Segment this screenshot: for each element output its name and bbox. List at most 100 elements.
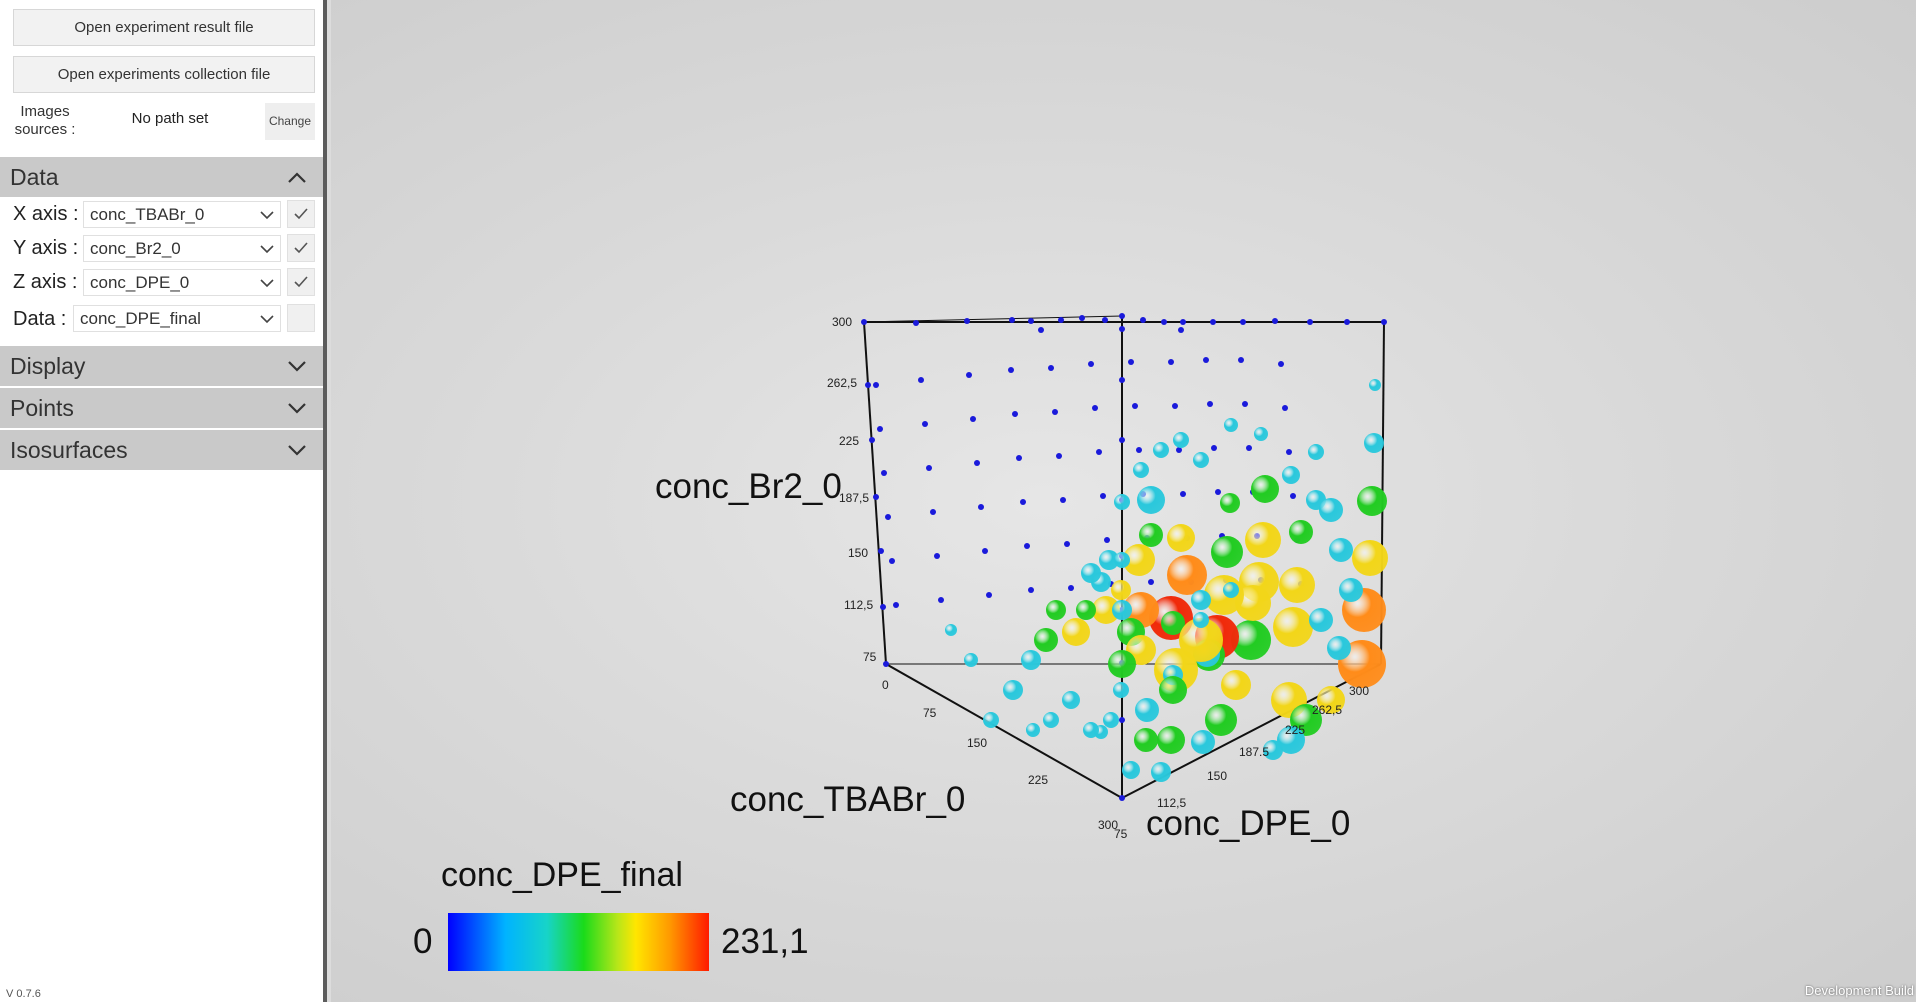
z-axis-checkbox[interactable] xyxy=(287,268,315,296)
data-point xyxy=(1329,538,1353,562)
data-point xyxy=(1043,712,1059,728)
data-point xyxy=(1103,712,1119,728)
data-point xyxy=(1157,726,1185,754)
data-point xyxy=(1193,452,1209,468)
data-point xyxy=(913,320,919,326)
data-point xyxy=(930,509,936,515)
data-point xyxy=(1119,437,1125,443)
data-point xyxy=(1026,723,1040,737)
data-point xyxy=(1092,596,1120,624)
3d-viewport[interactable]: conc_Br2_0 conc_TBABr_0 conc_DPE_0 300 2… xyxy=(331,0,1916,1002)
data-point xyxy=(1357,486,1387,516)
data-value: conc_DPE_final xyxy=(80,309,201,328)
data-point xyxy=(1319,498,1343,522)
x-axis-dropdown[interactable]: conc_TBABr_0 xyxy=(83,201,281,228)
data-point xyxy=(1381,319,1387,325)
data-point xyxy=(1289,520,1313,544)
data-point xyxy=(1076,600,1096,620)
data-point xyxy=(873,382,879,388)
z-axis-value: conc_DPE_0 xyxy=(90,273,190,292)
data-point xyxy=(922,421,928,427)
data-point xyxy=(1104,537,1110,543)
data-point xyxy=(983,712,999,728)
data-point xyxy=(1122,761,1140,779)
data-point xyxy=(1205,704,1237,736)
data-point xyxy=(1159,676,1187,704)
data-point xyxy=(881,470,887,476)
data-point xyxy=(1254,427,1268,441)
data-point xyxy=(1290,493,1296,499)
y-tick: 112,5 xyxy=(844,598,874,612)
data-point xyxy=(878,548,884,554)
data-point xyxy=(1056,453,1062,459)
chevron-down-icon xyxy=(260,315,274,324)
z-tick: 225 xyxy=(1285,723,1306,737)
data-dropdown[interactable]: conc_DPE_final xyxy=(73,305,281,332)
data-point xyxy=(1191,590,1211,610)
section-display-header[interactable]: Display xyxy=(0,346,323,386)
data-point xyxy=(1180,491,1186,497)
section-data-header[interactable]: Data xyxy=(0,157,323,197)
data-point xyxy=(918,377,924,383)
data-point xyxy=(1211,445,1217,451)
open-experiment-result-button[interactable]: Open experiment result file xyxy=(13,9,315,46)
data-point xyxy=(1068,585,1074,591)
data-point xyxy=(1215,489,1221,495)
x-axis-checkbox[interactable] xyxy=(287,200,315,228)
data-point xyxy=(1180,319,1186,325)
y-axis-checkbox[interactable] xyxy=(287,234,315,262)
data-point xyxy=(1137,486,1165,514)
open-experiments-collection-button[interactable]: Open experiments collection file xyxy=(13,56,315,93)
z-tick: 262,5 xyxy=(1312,703,1343,717)
z-axis-dropdown[interactable]: conc_DPE_0 xyxy=(83,269,281,296)
y-axis-dropdown[interactable]: conc_Br2_0 xyxy=(83,235,281,262)
development-build-label: Development Build xyxy=(1804,983,1914,998)
cube-edge xyxy=(863,315,1123,323)
data-point xyxy=(1038,327,1044,333)
data-point xyxy=(1176,447,1182,453)
x-tick: 300 xyxy=(1098,818,1119,832)
data-point xyxy=(1108,650,1136,678)
data-point xyxy=(1272,318,1278,324)
data-point xyxy=(1179,618,1223,662)
data-point xyxy=(1161,319,1167,325)
data-point xyxy=(1060,497,1066,503)
data-point xyxy=(880,604,886,610)
data-point xyxy=(982,548,988,554)
chevron-down-icon xyxy=(260,245,274,254)
chevron-down-icon xyxy=(288,361,306,372)
data-point xyxy=(1369,379,1381,391)
data-checkbox[interactable] xyxy=(287,304,315,332)
data-point xyxy=(1113,682,1129,698)
x-axis-value: conc_TBABr_0 xyxy=(90,205,205,224)
data-point xyxy=(938,597,944,603)
cube-edge xyxy=(885,663,1123,799)
section-points-header[interactable]: Points xyxy=(0,388,323,428)
data-point xyxy=(964,653,978,667)
data-point xyxy=(1161,611,1185,635)
y-axis-value: conc_Br2_0 xyxy=(90,239,181,258)
data-point xyxy=(877,426,883,432)
z-tick: 150 xyxy=(1207,769,1228,783)
data-point xyxy=(1210,319,1216,325)
data-point xyxy=(1088,361,1094,367)
data-point xyxy=(1151,762,1171,782)
checkmark-icon xyxy=(294,208,308,220)
chevron-down-icon xyxy=(260,211,274,220)
y-tick: 75 xyxy=(863,650,877,664)
data-point xyxy=(1099,550,1119,570)
data-point xyxy=(1317,686,1345,714)
3d-scatter-plot xyxy=(861,313,1388,801)
data-point xyxy=(1114,552,1130,568)
y-tick: 150 xyxy=(848,546,869,560)
change-path-button[interactable]: Change xyxy=(265,103,315,140)
section-isosurfaces-header[interactable]: Isosurfaces xyxy=(0,430,323,470)
checkmark-icon xyxy=(294,242,308,254)
data-point xyxy=(1273,607,1313,647)
z-tick: 187.5 xyxy=(1239,745,1270,759)
data-point xyxy=(1364,433,1384,453)
data-point xyxy=(1046,600,1066,620)
data-point xyxy=(1119,313,1125,319)
z-axis-title: conc_DPE_0 xyxy=(1146,804,1351,843)
chevron-down-icon xyxy=(288,445,306,456)
